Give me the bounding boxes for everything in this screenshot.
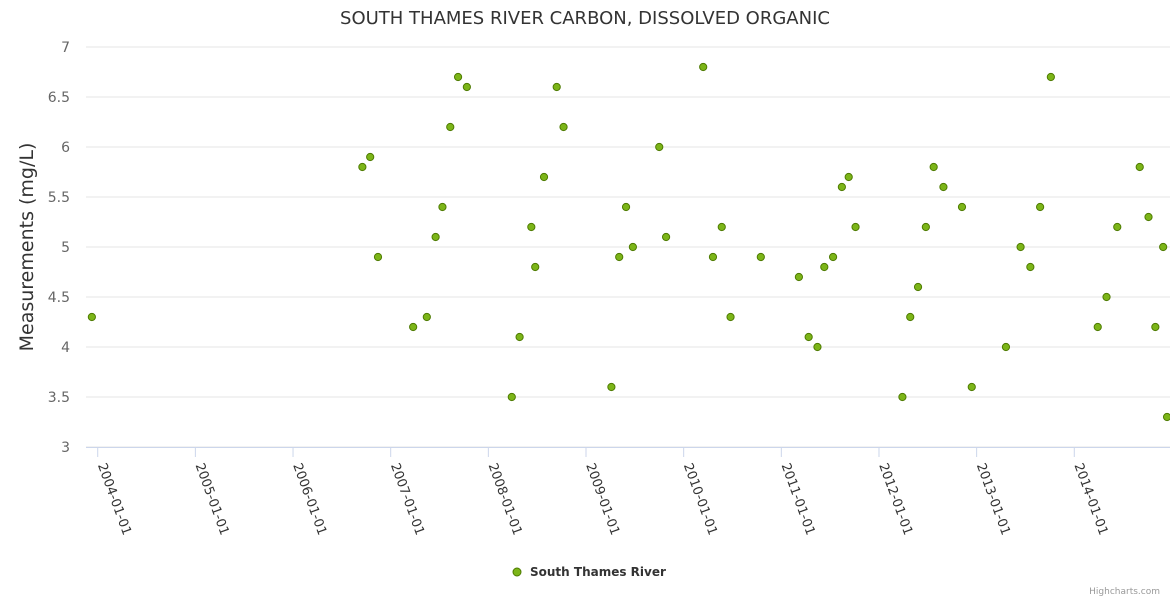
data-point[interactable]: [1151, 322, 1160, 332]
y-tick-label: 5: [61, 240, 70, 256]
y-tick-label: 4: [61, 340, 70, 356]
data-point[interactable]: [699, 62, 708, 72]
data-point[interactable]: [531, 262, 540, 272]
data-point[interactable]: [804, 332, 813, 342]
data-point[interactable]: [906, 312, 915, 322]
y-axis-title: Measurements (mg/L): [16, 143, 38, 352]
data-point[interactable]: [851, 222, 860, 232]
data-point[interactable]: [431, 232, 440, 242]
data-point[interactable]: [559, 122, 568, 132]
data-point[interactable]: [708, 252, 718, 262]
x-axis: 2004-01-01 2005-01-01 2006-01-01 2007-01-01…: [86, 447, 1170, 537]
x-tick-label: 2004-01-01: [94, 461, 134, 537]
data-point[interactable]: [1093, 322, 1102, 332]
data-point[interactable]: [1159, 242, 1168, 252]
chart-title: SOUTH THAMES RIVER CARBON, DISSOLVED ORG…: [340, 8, 830, 29]
data-point[interactable]: [929, 162, 938, 172]
y-tick-label: 7: [61, 40, 70, 56]
data-point[interactable]: [1144, 212, 1153, 222]
data-point[interactable]: [453, 72, 463, 82]
credits-link[interactable]: Highcharts.com: [1089, 587, 1160, 597]
data-point[interactable]: [552, 82, 561, 92]
data-point[interactable]: [373, 252, 383, 262]
data-point[interactable]: [422, 312, 431, 322]
data-point[interactable]: [366, 152, 375, 162]
data-point[interactable]: [837, 182, 846, 192]
data-point[interactable]: [1046, 72, 1055, 82]
x-tick-label: 2011-01-01: [778, 461, 818, 537]
x-tick-label: 2014-01-01: [1071, 461, 1111, 537]
data-point[interactable]: [1135, 162, 1144, 172]
y-tick-label: 6.5: [48, 90, 70, 106]
data-point[interactable]: [621, 202, 631, 212]
data-point[interactable]: [939, 182, 948, 192]
x-tick-label: 2008-01-01: [485, 461, 525, 537]
legend-item[interactable]: South Thames River: [512, 565, 666, 579]
data-point[interactable]: [921, 222, 930, 232]
data-point[interactable]: [655, 142, 664, 152]
data-point[interactable]: [507, 392, 516, 402]
y-tick-label: 6: [61, 140, 70, 156]
data-point[interactable]: [607, 382, 616, 392]
x-tick-label: 2013-01-01: [973, 461, 1013, 537]
y-axis-labels: 3 3.5 4 4.5 5 5.5 6 6.5 7: [48, 40, 70, 456]
y-tick-label: 4.5: [48, 290, 70, 306]
data-point[interactable]: [1001, 342, 1011, 352]
data-point[interactable]: [756, 252, 765, 262]
data-point[interactable]: [726, 312, 735, 322]
data-point[interactable]: [1036, 202, 1045, 212]
x-tick-label: 2007-01-01: [387, 461, 427, 537]
grid-lines: [86, 46, 1170, 448]
data-point[interactable]: [820, 262, 829, 272]
data-point[interactable]: [898, 392, 907, 402]
data-point[interactable]: [1113, 222, 1122, 232]
x-tick-label: 2010-01-01: [680, 461, 720, 537]
y-tick-label: 5.5: [48, 190, 70, 206]
data-point[interactable]: [967, 382, 976, 392]
y-tick-label: 3: [61, 440, 70, 456]
x-tick-label: 2006-01-01: [289, 461, 329, 537]
data-point[interactable]: [628, 242, 637, 252]
legend-label: South Thames River: [530, 565, 666, 579]
data-point[interactable]: [844, 172, 853, 182]
data-point[interactable]: [1102, 292, 1111, 302]
data-point[interactable]: [913, 282, 923, 292]
data-point[interactable]: [358, 162, 367, 172]
data-point[interactable]: [462, 82, 471, 92]
data-point[interactable]: [615, 252, 624, 262]
data-point[interactable]: [539, 172, 549, 182]
data-point[interactable]: [1026, 262, 1035, 272]
y-tick-label: 3.5: [48, 390, 70, 406]
data-point[interactable]: [794, 272, 804, 282]
data-point[interactable]: [717, 222, 726, 232]
data-point[interactable]: [828, 252, 838, 262]
x-tick-label: 2009-01-01: [582, 461, 622, 537]
data-point[interactable]: [1016, 242, 1025, 252]
data-point[interactable]: [527, 222, 536, 232]
x-tick-label: 2005-01-01: [192, 461, 232, 537]
data-point[interactable]: [515, 332, 524, 342]
x-tick-label: 2012-01-01: [875, 461, 915, 537]
data-point[interactable]: [957, 202, 967, 212]
data-point[interactable]: [409, 322, 418, 332]
data-point[interactable]: [87, 312, 96, 322]
data-point[interactable]: [446, 122, 455, 132]
data-point[interactable]: [661, 232, 671, 242]
data-point[interactable]: [438, 202, 447, 212]
legend-marker-icon: [512, 567, 522, 577]
series-points: [87, 62, 1170, 422]
data-point[interactable]: [813, 342, 822, 352]
data-point[interactable]: [1162, 412, 1170, 422]
